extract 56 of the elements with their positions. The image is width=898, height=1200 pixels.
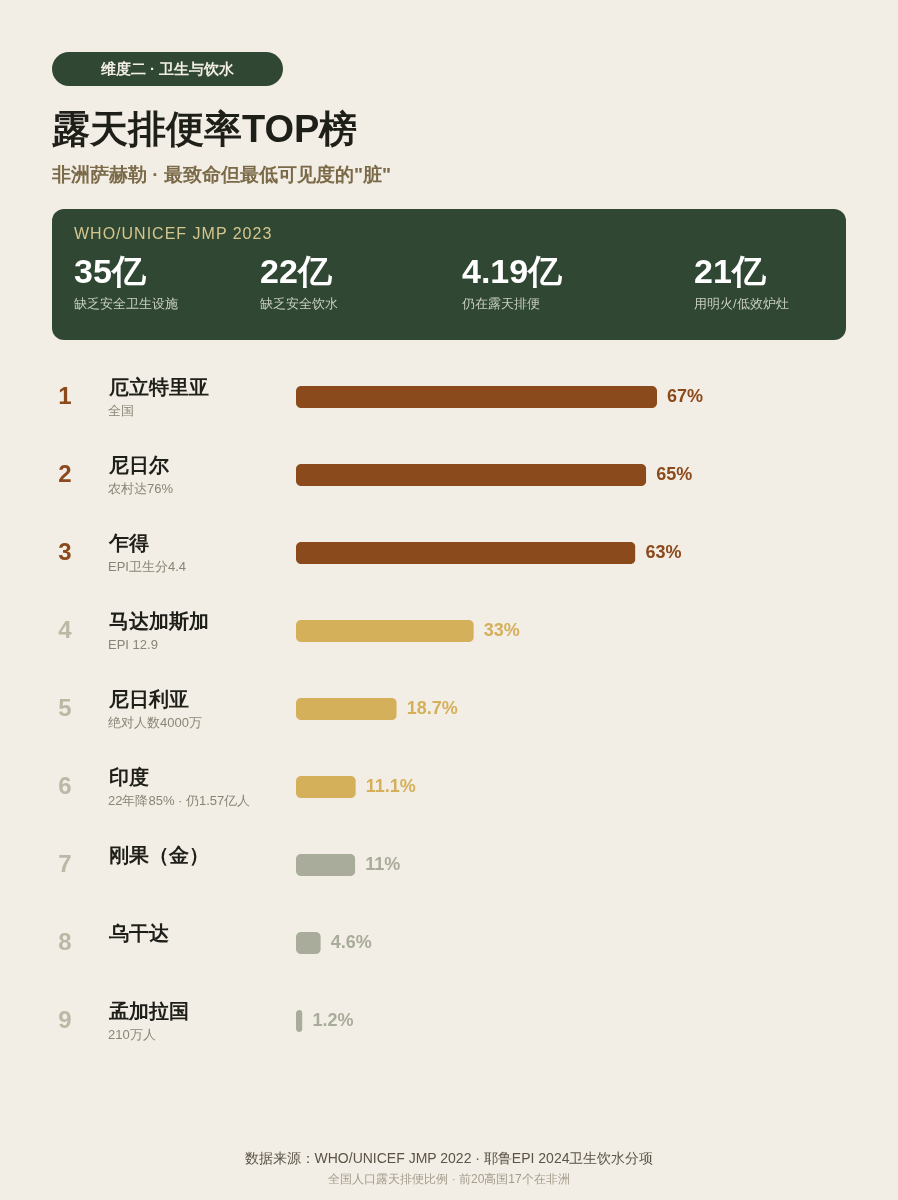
text: 5: [58, 694, 72, 721]
bar: [296, 386, 657, 408]
text: 8: [58, 928, 72, 955]
text: EPI卫生分4.4: [108, 559, 187, 574]
data-label: 18.7%: [406, 698, 458, 718]
text: 6: [58, 772, 72, 799]
chart-subtitle: 非洲萨赫勒 · 最致命但最低可见度的"脏": [52, 163, 391, 187]
bar: [296, 698, 397, 720]
text: 3: [58, 538, 72, 565]
bar: [296, 854, 356, 876]
data-label: 11%: [365, 854, 401, 874]
text: 缺乏安全饮水: [260, 295, 338, 313]
y-tick-label: 孟加拉国: [107, 1000, 189, 1022]
data-label: 11.1%: [365, 776, 416, 796]
text: 仍在露天排便: [462, 295, 540, 313]
bar: [296, 620, 474, 642]
y-tick-label: 尼日尔: [107, 454, 170, 476]
data-label: 65%: [656, 464, 693, 484]
text: 农村达76%: [108, 481, 174, 496]
text: 缺乏安全卫生设施: [74, 295, 178, 313]
y-tick-label: 刚果（金）: [108, 844, 209, 866]
data-label: 33%: [483, 620, 520, 640]
text: 22亿: [260, 251, 332, 292]
text: EPI 12.9: [108, 637, 158, 652]
data-label: 4.6%: [330, 932, 372, 952]
text: 210万人: [108, 1027, 156, 1042]
chart-title: 露天排便率TOP榜: [52, 107, 358, 152]
y-tick-label: 乍得: [107, 532, 149, 554]
text: 4.19亿: [462, 251, 563, 292]
text: 绝对人数4000万: [108, 715, 202, 730]
data-label: 1.2%: [312, 1010, 354, 1030]
y-tick-label: 乌干达: [107, 922, 169, 944]
bar: [296, 542, 636, 564]
text: 1: [58, 382, 72, 409]
bar: [296, 464, 647, 486]
y-tick-label: 马达加斯加: [108, 610, 209, 632]
bar: [296, 932, 321, 954]
data-label: 67%: [667, 386, 704, 406]
text: 4: [58, 616, 73, 643]
data-label: 63%: [645, 542, 682, 562]
text: 7: [58, 850, 72, 877]
text: 维度二 · 卫生与饮水: [52, 52, 283, 86]
text: 9: [58, 1006, 72, 1033]
text: 35亿: [74, 251, 146, 292]
y-tick-label: 厄立特里亚: [107, 376, 209, 398]
y-tick-label: 尼日利亚: [107, 688, 189, 710]
bar: [296, 776, 356, 798]
text: 22年降85% · 仍1.57亿人: [108, 793, 251, 808]
source-note: 数据来源：WHO/UNICEF JMP 2022 · 耶鲁EPI 2024卫生饮水分项: [243, 1150, 655, 1168]
y-tick-label: 印度: [108, 766, 149, 788]
text: 21亿: [694, 251, 766, 292]
text: WHO/UNICEF JMP 2023: [74, 225, 273, 243]
text: 用明火/低效炉灶: [694, 295, 789, 313]
text: 全国人口露天排便比例 · 前20高国17个在非洲: [327, 1171, 571, 1188]
text: 全国: [108, 403, 134, 418]
text: 2: [58, 460, 72, 487]
